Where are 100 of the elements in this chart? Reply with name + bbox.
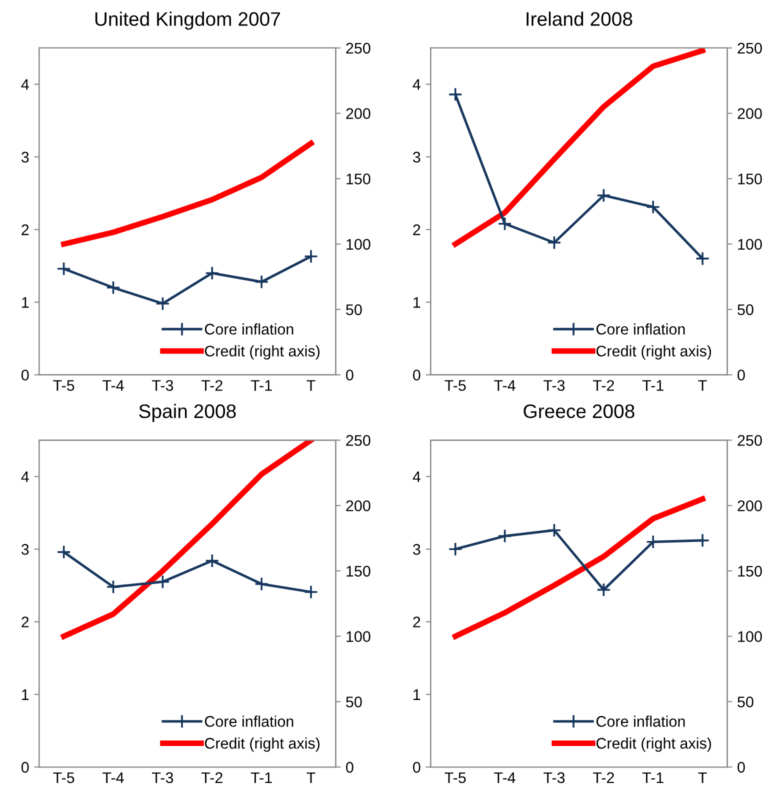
legend-label: Credit (right axis) xyxy=(596,345,712,360)
y2-tick-label: 250 xyxy=(346,42,370,54)
x-tick-label: T-5 xyxy=(444,380,466,391)
x-tick-label: T xyxy=(306,772,316,783)
chart-title: United Kingdom 2007 xyxy=(95,12,280,30)
y-tick-label: 1 xyxy=(22,297,29,308)
y2-tick-label: 200 xyxy=(738,500,762,512)
x-tick-label: T xyxy=(698,772,707,783)
y2-tick-label: 50 xyxy=(738,304,754,316)
point xyxy=(304,249,318,264)
y2-tick-label: 250 xyxy=(738,42,762,54)
y-tick-label: 4 xyxy=(412,472,420,482)
x-tick-label: T-3 xyxy=(152,380,174,391)
x-tick-label: T-4 xyxy=(494,772,516,783)
point xyxy=(106,280,120,295)
y2-tick-label: 150 xyxy=(738,566,762,577)
y2-tick-label: 0 xyxy=(738,762,745,773)
y-tick-label: 2 xyxy=(22,224,29,236)
point xyxy=(254,576,269,592)
x-tick-label: T-1 xyxy=(250,772,272,783)
y-tick-label: 3 xyxy=(413,544,420,555)
point xyxy=(254,274,269,289)
x-tick-label: T-2 xyxy=(592,380,614,391)
point xyxy=(106,580,120,594)
y-tick-label: 4 xyxy=(21,79,29,90)
x-tick-label: T-3 xyxy=(544,772,565,784)
x-tick-label: T xyxy=(306,380,316,391)
legend-label: Credit (right axis) xyxy=(204,738,320,752)
point xyxy=(56,262,71,276)
y-tick-label: 3 xyxy=(21,152,29,163)
point xyxy=(498,216,512,231)
x-tick-label: T-1 xyxy=(642,380,664,391)
y-tick-label: 3 xyxy=(21,544,29,555)
y2-tick-label: 0 xyxy=(346,370,354,380)
y-tick-label: 1 xyxy=(414,689,420,700)
y-tick-label: 0 xyxy=(413,762,420,773)
y2-tick-label: 150 xyxy=(346,174,370,184)
x-tick-label: T-3 xyxy=(152,772,174,784)
point xyxy=(547,523,562,538)
chart-title: Spain 2008 xyxy=(139,404,236,422)
y2-tick-label: 100 xyxy=(346,238,370,250)
legend-label: Core inflation xyxy=(596,716,685,727)
x-tick-label: T-2 xyxy=(201,772,222,783)
point xyxy=(646,534,660,550)
x-tick-label: T-4 xyxy=(102,772,124,783)
y-tick-label: 3 xyxy=(413,152,420,163)
point xyxy=(304,584,318,600)
x-tick-label: T-3 xyxy=(544,380,565,391)
y2-tick-label: 0 xyxy=(346,762,354,773)
y2-tick-label: 250 xyxy=(346,435,370,446)
legend-label: Core inflation xyxy=(204,323,294,335)
y-tick-label: 1 xyxy=(414,297,420,308)
y2-tick-label: 0 xyxy=(738,370,745,380)
legend-label: Credit (right axis) xyxy=(596,738,712,752)
y2-tick-label: 250 xyxy=(738,435,762,446)
y-tick-label: 0 xyxy=(21,370,29,380)
legend-label: Core inflation xyxy=(596,323,685,335)
y2-tick-label: 100 xyxy=(738,631,762,642)
point xyxy=(448,87,463,102)
point xyxy=(204,554,220,568)
y2-tick-label: 50 xyxy=(346,696,362,708)
x-tick-label: T-5 xyxy=(444,772,466,784)
y2-tick-label: 150 xyxy=(346,566,370,577)
point xyxy=(547,235,562,250)
point xyxy=(156,574,170,589)
y-tick-label: 2 xyxy=(413,616,420,628)
y2-tick-label: 50 xyxy=(738,696,754,708)
point xyxy=(596,582,611,597)
y2-tick-label: 100 xyxy=(738,238,762,250)
x-tick-label: T-4 xyxy=(494,380,516,391)
point xyxy=(56,544,71,560)
y-tick-label: 0 xyxy=(413,370,420,380)
y-tick-label: 4 xyxy=(21,472,29,482)
point xyxy=(695,251,710,266)
x-tick-label: T xyxy=(698,380,707,391)
y-tick-label: 2 xyxy=(413,224,420,236)
x-tick-label: T-1 xyxy=(250,380,272,391)
x-tick-label: T-5 xyxy=(53,772,74,784)
y2-tick-label: 50 xyxy=(346,304,362,316)
x-tick-label: T-2 xyxy=(201,380,222,391)
point xyxy=(498,528,512,544)
point xyxy=(156,296,170,311)
point xyxy=(448,542,463,556)
y2-tick-label: 200 xyxy=(346,108,370,119)
x-tick-label: T-5 xyxy=(53,380,74,391)
y-tick-label: 2 xyxy=(22,616,29,628)
y-tick-label: 1 xyxy=(22,689,29,700)
point xyxy=(204,266,220,280)
point xyxy=(596,188,611,203)
y-tick-label: 4 xyxy=(412,79,420,90)
y2-tick-label: 200 xyxy=(346,500,370,512)
legend-label: Credit (right axis) xyxy=(204,345,320,360)
legend-label: Core inflation xyxy=(204,716,294,727)
y2-tick-label: 100 xyxy=(346,631,370,642)
x-tick-label: T-1 xyxy=(642,772,664,783)
y2-tick-label: 200 xyxy=(738,108,762,119)
chart-title: Ireland 2008 xyxy=(526,12,632,26)
x-tick-label: T-4 xyxy=(102,380,124,391)
y2-tick-label: 150 xyxy=(738,174,762,184)
x-tick-label: T-2 xyxy=(592,772,614,783)
